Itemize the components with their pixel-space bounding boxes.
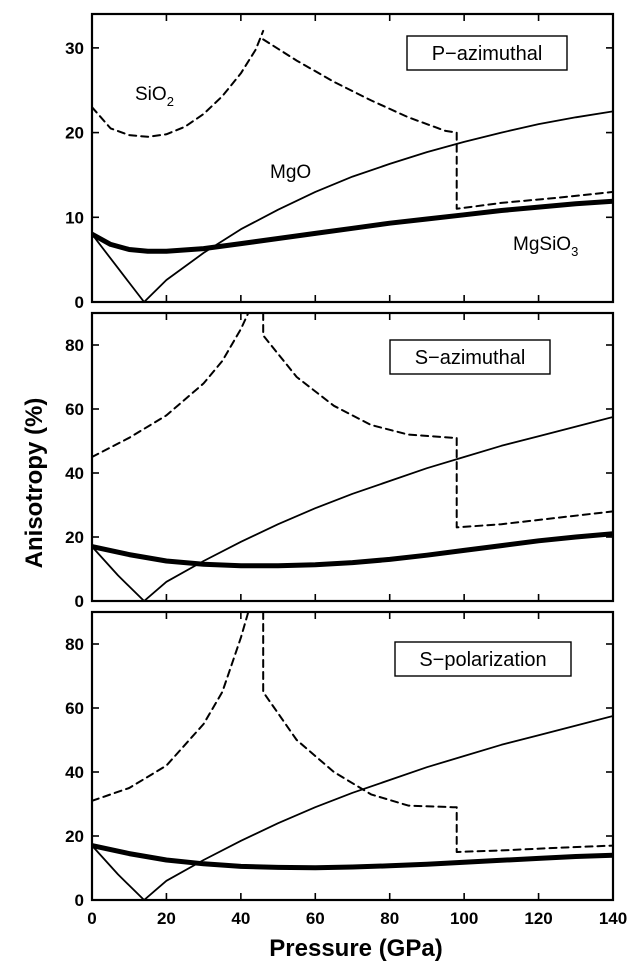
series-line-thick-solid-seg-0: [92, 843, 613, 871]
series-annotation: SiO2: [135, 84, 174, 109]
y-tick-label: 80: [65, 635, 84, 654]
y-tick-label: 20: [65, 528, 84, 547]
panel-title-box: [389, 339, 551, 375]
panel-title: S−polarization: [419, 649, 546, 671]
panel-title: P−azimuthal: [432, 43, 543, 65]
series-line-thin-solid-seg-0: [92, 715, 613, 900]
y-tick-label: 0: [75, 293, 84, 312]
series-line-dashed-seg-1: [262, 612, 613, 853]
x-tick-label: 80: [380, 909, 399, 928]
series-line-dashed-seg-1: [262, 38, 613, 210]
panel-3: 0 20 40 60 80 S−polarization: [65, 610, 615, 910]
panel-1: 0 10 20 30 P−azimuthal: [65, 12, 615, 312]
y-tick-label: 30: [65, 39, 84, 58]
x-tick-label: 20: [157, 909, 176, 928]
y-tick-label: 0: [75, 592, 84, 611]
x-tick-label: 0: [87, 909, 96, 928]
y-tick-label: 10: [65, 208, 84, 227]
plot-frame: [90, 311, 615, 603]
series-group: [92, 313, 613, 601]
panel-title-box: [394, 641, 572, 677]
series-line-dashed-seg-0: [92, 313, 250, 458]
series-line-thick-solid-seg-0: [92, 198, 613, 254]
series-annotation: MgO: [270, 162, 311, 183]
y-tick-label: 60: [65, 699, 84, 718]
y-tick-label: 80: [65, 336, 84, 355]
y-axis-title: Anisotropy (%): [21, 398, 48, 569]
y-tick-label: 40: [65, 464, 84, 483]
x-tick-label: 140: [599, 909, 627, 928]
y-tick-label: 40: [65, 763, 84, 782]
panel-title: S−azimuthal: [415, 347, 526, 369]
y-tick-label: 20: [65, 124, 84, 143]
series-group: [92, 29, 613, 302]
series-line-thin-solid-seg-0: [92, 110, 613, 302]
series-line-dashed-seg-0: [92, 29, 265, 138]
plot-frame: [90, 610, 615, 902]
x-tick-label: 100: [450, 909, 478, 928]
panel-2: 0 20 40 60 80 S−azimuthal: [65, 311, 615, 611]
series-annotation: MgSiO3: [513, 234, 578, 259]
y-tick-label: 0: [75, 891, 84, 910]
x-tick-label: 60: [306, 909, 325, 928]
x-axis-title: Pressure (GPa): [269, 935, 442, 962]
series-line-dashed-seg-0: [92, 612, 250, 802]
y-tick-label: 60: [65, 400, 84, 419]
y-tick-label: 20: [65, 827, 84, 846]
plot-frame: [90, 12, 615, 304]
series-group: [92, 612, 613, 900]
series-line-dashed-seg-1: [262, 313, 613, 529]
series-line-thick-solid-seg-0: [92, 531, 613, 569]
series-line-thin-solid-seg-0: [92, 416, 613, 601]
x-tick-label: 40: [231, 909, 250, 928]
x-tick-label: 120: [524, 909, 552, 928]
panel-title-box: [406, 35, 568, 71]
